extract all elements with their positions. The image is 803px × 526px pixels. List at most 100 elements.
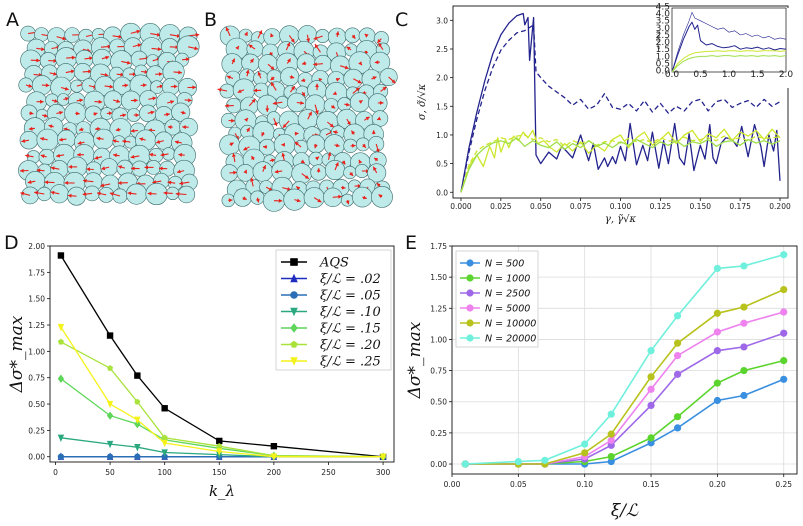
arrow-head bbox=[251, 155, 255, 160]
arrow-head bbox=[135, 113, 140, 118]
arrow-head bbox=[150, 110, 155, 115]
arrow-head bbox=[304, 175, 309, 179]
marker-circle bbox=[607, 441, 615, 449]
arrow-head bbox=[229, 142, 234, 147]
inset-y-tick-label: 4.5 bbox=[656, 3, 670, 13]
series-line bbox=[460, 137, 781, 193]
arrow-head bbox=[157, 47, 162, 52]
x-axis-label: k_λ bbox=[209, 482, 235, 500]
arrow-head bbox=[77, 152, 81, 157]
arrow-head bbox=[358, 159, 363, 164]
arrow-head bbox=[20, 168, 24, 173]
marker-square bbox=[270, 442, 278, 450]
arrow-head bbox=[263, 145, 267, 149]
inset-series-line bbox=[671, 12, 787, 73]
marker-triangle-down bbox=[134, 416, 141, 425]
arrow-head bbox=[243, 146, 248, 151]
marker-circle bbox=[607, 436, 615, 444]
series-line bbox=[465, 332, 784, 465]
arrow-head bbox=[272, 101, 277, 106]
arrow-head bbox=[179, 181, 184, 186]
arrow-head bbox=[120, 72, 125, 77]
x-tick-label: 200 bbox=[267, 468, 282, 477]
inset-x-tick-label: 2.0 bbox=[779, 70, 794, 80]
arrow-head bbox=[294, 141, 299, 146]
marker-circle bbox=[780, 308, 788, 316]
panel-label-e: E bbox=[405, 232, 417, 254]
arrow-head bbox=[245, 69, 250, 74]
arrow-head bbox=[300, 101, 304, 105]
marker-square bbox=[216, 437, 223, 445]
y-tick-label: 2.5 bbox=[436, 45, 448, 54]
arrow-head bbox=[248, 44, 253, 49]
arrow-head bbox=[105, 55, 110, 60]
arrow-head bbox=[306, 38, 311, 43]
arrow-head bbox=[70, 69, 75, 74]
arrow-head bbox=[281, 142, 285, 147]
arrow-head bbox=[188, 98, 192, 103]
arrow-head bbox=[243, 169, 248, 174]
arrow-head bbox=[246, 127, 250, 132]
marker-triangle-down bbox=[379, 453, 387, 461]
arrow-head bbox=[68, 164, 72, 169]
arrow-head bbox=[316, 168, 321, 172]
arrow-head bbox=[377, 116, 382, 121]
marker-pentagon bbox=[107, 365, 114, 371]
arrow-head bbox=[100, 183, 105, 188]
marker-circle bbox=[713, 309, 721, 317]
marker-circle bbox=[607, 452, 615, 461]
arrow-head bbox=[237, 89, 242, 93]
marker-circle bbox=[466, 289, 474, 297]
y-tick-label: 0.5 bbox=[436, 160, 448, 169]
series-line bbox=[460, 134, 781, 193]
marker-circle bbox=[647, 373, 655, 381]
arrow-head bbox=[335, 143, 340, 148]
y-axis-label: Δσ*_max bbox=[7, 315, 27, 393]
arrow-head bbox=[64, 86, 69, 91]
marker-triangle-down bbox=[134, 444, 141, 452]
series-line bbox=[460, 128, 781, 193]
x-tick-label: 0.175 bbox=[729, 202, 751, 211]
arrow-head bbox=[44, 113, 48, 118]
inset-series-line bbox=[671, 21, 787, 73]
arrow-head bbox=[270, 33, 274, 38]
arrow-head bbox=[124, 83, 129, 88]
arrow-head bbox=[56, 153, 61, 158]
marker-circle bbox=[713, 379, 721, 387]
stress-strain-inset: 0.00.51.01.52.02.53.03.54.04.50.0 0.5 1.0 1… bbox=[654, 3, 794, 88]
marker-circle bbox=[740, 262, 748, 270]
arrow-head bbox=[271, 158, 276, 163]
legend-label: N = 1000 bbox=[485, 274, 530, 285]
arrow-head bbox=[109, 192, 114, 196]
arrow-head bbox=[20, 191, 25, 196]
arrow-head bbox=[130, 154, 135, 159]
arrow-head bbox=[357, 184, 362, 188]
series-line bbox=[465, 253, 784, 465]
arrow-head bbox=[327, 152, 332, 156]
arrow-head bbox=[67, 193, 72, 198]
arrow-head bbox=[244, 31, 248, 36]
arrow-head bbox=[290, 75, 295, 79]
arrow-head bbox=[104, 72, 109, 77]
arrow-head bbox=[294, 131, 299, 136]
marker-triangle-down bbox=[161, 439, 168, 448]
arrow-head bbox=[166, 112, 170, 117]
x-tick-label: 300 bbox=[376, 468, 391, 477]
marker-circle bbox=[466, 259, 474, 267]
y-tick-label: 0.00 bbox=[28, 453, 45, 462]
marker-circle bbox=[673, 339, 682, 347]
arrow-head bbox=[175, 192, 180, 196]
arrow-head bbox=[274, 169, 279, 174]
marker-triangle-down bbox=[106, 400, 114, 409]
arrow-head bbox=[28, 83, 33, 88]
arrow-head bbox=[147, 191, 152, 196]
arrow-head bbox=[98, 99, 103, 104]
arrow-head bbox=[185, 57, 190, 62]
marker-triangle-down bbox=[106, 440, 114, 449]
arrow-head bbox=[142, 83, 147, 88]
marker-circle bbox=[466, 304, 474, 312]
arrow-head bbox=[76, 111, 80, 116]
arrow-head bbox=[122, 139, 127, 144]
inset-y-tick-label: 0.5 bbox=[656, 59, 670, 69]
arrow-head bbox=[54, 99, 58, 103]
